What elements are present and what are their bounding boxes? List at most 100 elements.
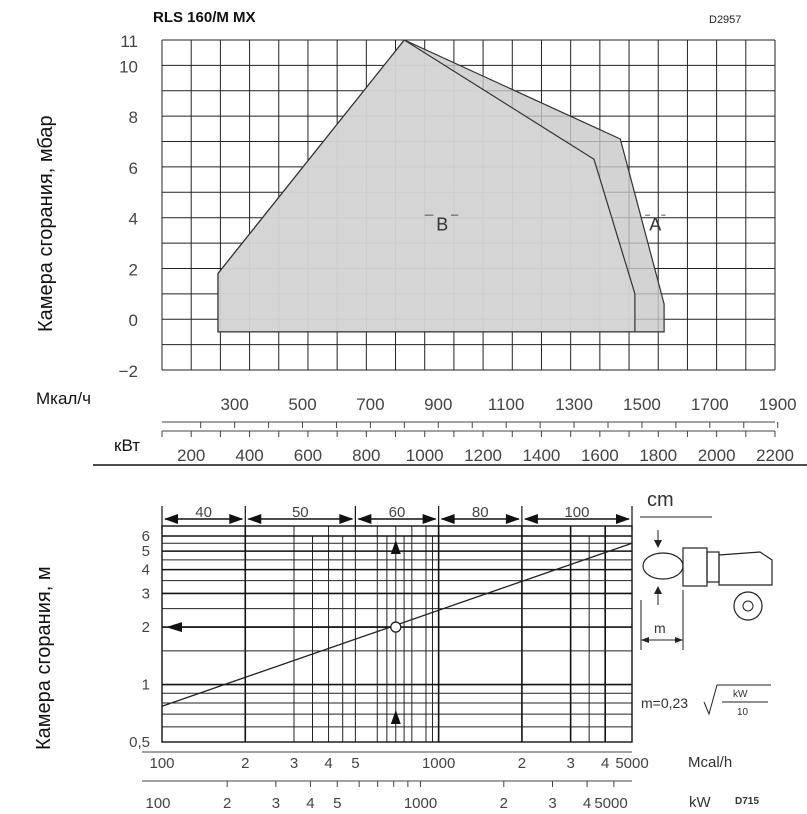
- sqrt-sign-icon: [703, 684, 771, 716]
- mcal-tick-label: 3: [566, 755, 574, 772]
- mcal-tick-label: 500: [288, 395, 316, 414]
- length-line: [161, 540, 633, 724]
- kw-tick-label: 100: [145, 795, 170, 812]
- kw-tick-label: 5: [333, 795, 341, 812]
- formula-denominator: 10: [737, 707, 749, 718]
- y-tick-labels: 0,5 1 2 3 4 56: [129, 528, 150, 751]
- band-label-bg: [187, 507, 220, 517]
- burner-schematic: cm m: [640, 489, 773, 650]
- working-field-areas: AB: [217, 39, 666, 333]
- kw-tick-label: 2: [223, 795, 231, 812]
- mcal-tick-label: 700: [356, 395, 384, 414]
- band-label: 100: [564, 504, 589, 521]
- burner-flange-icon: [706, 551, 720, 583]
- arrow-up-icon: [654, 586, 662, 594]
- x-tick-labels-mcal: 300 500 700 900 1100 1300 1500 1700 1900: [162, 395, 797, 428]
- y-tick-label: 0,5: [129, 734, 150, 751]
- length-label: m: [654, 620, 666, 636]
- diameter-bands: 40 50 60 80 100: [161, 504, 633, 530]
- arrow-right-icon: [339, 514, 354, 524]
- band-label-bg: [284, 507, 317, 517]
- arrow-right-icon: [422, 514, 437, 524]
- kw-tick-label: 3: [548, 795, 556, 812]
- x-tick-labels-kw: 200 400 600 800 1000 1200 1400 1600 1800 2000 2200: [161, 430, 794, 465]
- mcal-tick-label: 4: [324, 755, 332, 772]
- mcal-tick-label: 3: [290, 755, 298, 772]
- band-label-bg: [464, 507, 497, 517]
- x-axis-kw-label: кВт: [114, 436, 140, 455]
- diameter-label: cm: [647, 489, 674, 511]
- arrow-up-icon: [390, 710, 401, 724]
- kw-tick-label: 2000: [698, 446, 736, 465]
- kw-tick-label: 1200: [464, 446, 502, 465]
- y-tick-label: 0: [129, 311, 138, 330]
- arrow-left-icon: [357, 514, 372, 524]
- x-axis-mcal-label: Мкал/ч: [36, 389, 91, 408]
- y-tick-label: −2: [119, 362, 138, 381]
- y-tick-label: 6: [142, 528, 150, 545]
- flame-icon: [642, 552, 684, 580]
- arrow-right-icon: [675, 637, 683, 643]
- drawing-code: D715: [735, 796, 759, 807]
- mcal-tick-label: 300: [220, 395, 248, 414]
- kw-tick-label: 5000: [594, 795, 627, 812]
- y-axis-label: Камера сгорания, мбар: [35, 115, 57, 332]
- y-tick-label: 8: [129, 108, 138, 127]
- y-tick-label: 2: [129, 260, 138, 279]
- arrow-right-icon: [229, 514, 244, 524]
- band-label: 40: [195, 504, 212, 521]
- arrow-left-icon: [164, 514, 178, 524]
- arrow-left-icon: [166, 622, 182, 633]
- band-label: 50: [292, 504, 309, 521]
- drawing-code: D2957: [709, 14, 741, 26]
- working-field-chart: RLS 160/M MX D2957 Камера сгорания, мбар…: [35, 9, 807, 466]
- band-label: 60: [389, 504, 406, 521]
- arrow-right-icon: [505, 514, 520, 524]
- burner-body-icon: [718, 551, 773, 586]
- mcal-tick-label: 5: [351, 755, 359, 772]
- area-label-b: B: [436, 214, 448, 234]
- arrow-left-icon: [247, 514, 262, 524]
- arrow-down-icon: [654, 540, 662, 548]
- area-label-a: A: [649, 214, 661, 234]
- y-tick-label: 4: [142, 562, 150, 579]
- arrow-right-icon: [616, 514, 630, 524]
- arrow-left-icon: [523, 514, 538, 524]
- mcal-tick-label: 1900: [759, 395, 797, 414]
- y-tick-label: 5: [142, 543, 150, 560]
- band-label: 80: [472, 504, 489, 521]
- band-label-bg: [381, 507, 413, 517]
- plot-frame: [161, 525, 633, 743]
- kw-tick-label: 2200: [756, 446, 794, 465]
- length-formula: m=0,23 kW 10: [641, 684, 771, 718]
- example-point: [390, 621, 402, 633]
- arrow-up-icon: [390, 540, 401, 554]
- kw-tick-label: 400: [235, 446, 263, 465]
- kw-tick-label: 1000: [404, 795, 437, 812]
- kw-tick-label: 1000: [406, 446, 444, 465]
- kw-tick-label: 2: [500, 795, 508, 812]
- formula-numerator: kW: [733, 689, 748, 700]
- kw-tick-label: 200: [177, 446, 205, 465]
- kw-tick-label: 600: [294, 446, 322, 465]
- burner-head-icon: [682, 547, 708, 587]
- kw-tick-label: 4: [306, 795, 314, 812]
- kw-tick-label: 1600: [581, 446, 619, 465]
- mcal-tick-label: 1300: [555, 395, 593, 414]
- y-axis-label: Камера сгорания, м: [33, 566, 55, 750]
- mcal-tick-label: 2: [241, 755, 249, 772]
- mcal-tick-label: 2: [518, 755, 526, 772]
- kw-tick-label: 800: [352, 446, 380, 465]
- mcal-tick-label: 4: [601, 755, 609, 772]
- kw-tick-label: 4: [583, 795, 591, 812]
- x-axis-mcal-label: Mcal/h: [688, 754, 732, 771]
- chart-title: RLS 160/M MX: [153, 9, 256, 26]
- kw-tick-label: 1400: [523, 446, 561, 465]
- kw-tick-label: 3: [272, 795, 280, 812]
- y-tick-label: 3: [142, 585, 150, 602]
- band-label-bg: [560, 507, 593, 517]
- formula-lhs: m=0,23: [641, 695, 688, 711]
- y-tick-label: 11: [120, 32, 138, 51]
- arrow-left-icon: [440, 514, 455, 524]
